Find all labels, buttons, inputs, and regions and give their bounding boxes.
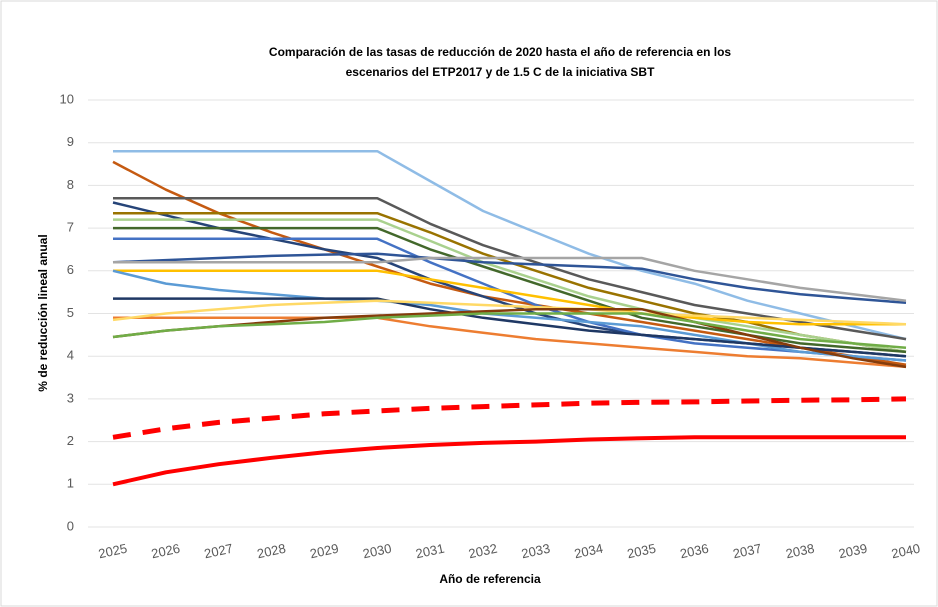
series-line xyxy=(112,299,907,326)
series-line xyxy=(112,396,907,440)
x-tick-label: 2031 xyxy=(414,541,445,562)
x-tick-label: 2028 xyxy=(256,541,287,562)
y-tick-label: 4 xyxy=(67,348,74,363)
y-tick-label: 1 xyxy=(67,476,74,491)
x-axis-label: Año de referencia xyxy=(439,572,541,586)
x-tick-label: 2037 xyxy=(731,541,762,562)
y-tick-label: 2 xyxy=(67,433,74,448)
series-line xyxy=(113,149,907,341)
series-line xyxy=(113,237,907,362)
series-line xyxy=(112,160,907,366)
x-tick-label: 2030 xyxy=(361,541,392,562)
x-tick-label: 2026 xyxy=(150,541,181,562)
series-line xyxy=(112,435,906,487)
series-line xyxy=(113,218,907,354)
x-tick-label: 2039 xyxy=(837,541,868,562)
x-tick-label: 2033 xyxy=(520,541,551,562)
y-tick-label: 5 xyxy=(67,305,74,320)
series-line xyxy=(113,256,907,302)
series-line xyxy=(112,312,907,349)
y-tick-label: 9 xyxy=(67,134,74,149)
x-tick-label: 2036 xyxy=(679,541,710,562)
lines xyxy=(112,149,907,487)
series-line xyxy=(112,269,907,362)
x-tick-label: 2032 xyxy=(467,541,498,562)
series-line xyxy=(113,269,906,326)
y-tick-label: 0 xyxy=(67,518,74,533)
series-line xyxy=(113,297,907,358)
chart-title: Comparación de las tasas de reducción de… xyxy=(269,45,732,59)
y-tick-label: 6 xyxy=(67,262,74,277)
x-tick-label: 2029 xyxy=(309,541,340,562)
y-tick-label: 7 xyxy=(67,220,74,235)
y-tick-label: 10 xyxy=(60,91,74,106)
chart-title: escenarios del ETP2017 y de 1.5 C de la … xyxy=(346,65,655,79)
x-tick-label: 2038 xyxy=(784,541,815,562)
x-tick-label: 2040 xyxy=(890,541,921,562)
y-tick-label: 8 xyxy=(67,177,74,192)
series-line xyxy=(113,316,907,369)
y-axis-label: % de reducción lineal anual xyxy=(36,234,50,391)
series-line xyxy=(112,252,907,305)
y-tick-label: 3 xyxy=(67,390,74,405)
x-tick-label: 2034 xyxy=(573,541,604,562)
x-tick-label: 2035 xyxy=(626,541,657,562)
x-tick-label: 2025 xyxy=(97,541,128,562)
series-line xyxy=(113,226,907,354)
x-tick-label: 2027 xyxy=(203,541,234,562)
